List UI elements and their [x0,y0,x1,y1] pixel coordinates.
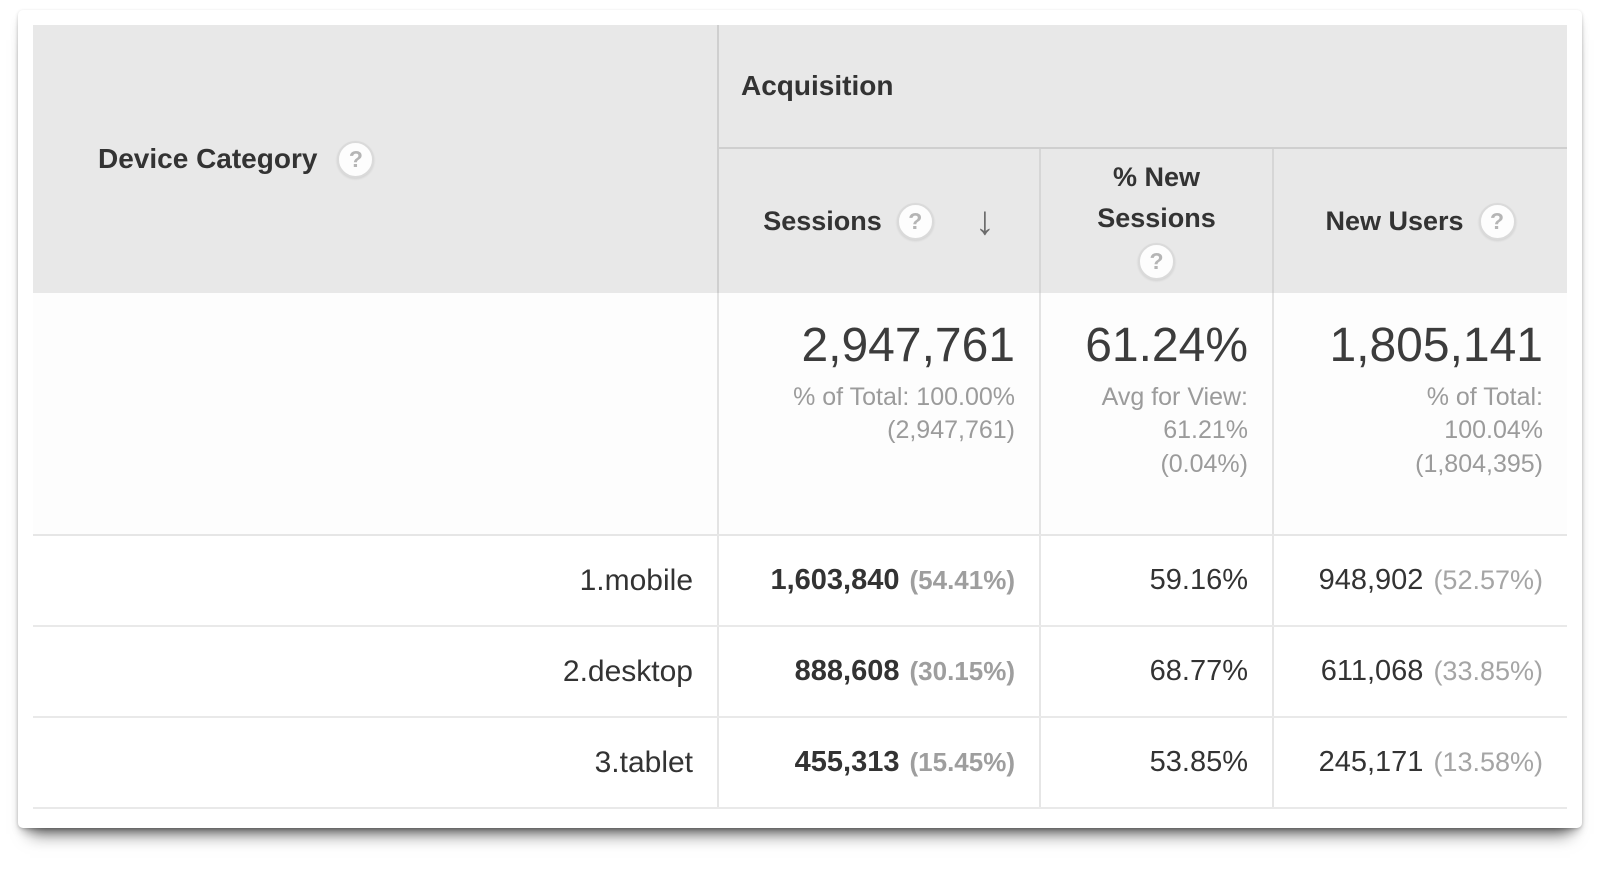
summary-dimension-cell [33,293,718,536]
acquisition-group-header: Acquisition [717,25,1567,149]
acquisition-group-label: Acquisition [741,70,894,101]
percent-new-sessions-header-line2: Sessions [1097,202,1216,233]
percent-new-sessions-cell: 53.85% [1039,717,1273,809]
new-users-note-3: (1,804,395) [1415,449,1543,478]
device-category-help-icon[interactable]: ? [337,140,375,178]
table-body: 1.mobile 1,603,840 (54.41%) 59.16% 948,90… [33,535,1567,809]
row-index: 2. [562,654,588,688]
new-users-cell: 948,902 (52.57%) [1272,535,1567,627]
sessions-share-pct: (15.45%) [909,747,1016,777]
summary-percent-new-sessions-cell: 61.24% Avg for View: 61.21% (0.04%) [1039,293,1273,536]
new-users-note-1: % of Total: [1426,382,1543,411]
percent-new-sessions-note-3: (0.04%) [1160,449,1248,478]
sort-descending-icon[interactable]: ↓ [974,199,995,243]
report-card: Device Category ? Acquisition Sessions ?… [18,10,1582,828]
sessions-value: 455,313 [794,746,900,778]
device-category-value: tablet [619,745,693,779]
percent-new-sessions-value: 53.85% [1149,746,1248,778]
sessions-value: 888,608 [794,655,900,687]
sessions-column-header[interactable]: Sessions ? ↓ [717,148,1040,293]
device-category-cell: 3.tablet [33,717,718,809]
percent-new-sessions-help-icon[interactable]: ? [1138,243,1175,281]
new-users-header-label: New Users [1325,205,1464,236]
device-category-header-label: Device Category [98,143,318,174]
table-row: 1.mobile 1,603,840 (54.41%) 59.16% 948,90… [33,535,1567,627]
new-users-share-pct: (52.57%) [1433,565,1543,595]
device-category-cell: 1.mobile [33,535,718,627]
percent-new-sessions-cell: 68.77% [1039,626,1273,718]
sessions-share-pct: (30.15%) [909,656,1016,686]
summary-sessions-cell: 2,947,761 % of Total: 100.00% (2,947,761… [717,293,1040,536]
sessions-total-note-1: % of Total: 100.00% [793,382,1015,411]
sessions-total-note-2: (2,947,761) [887,416,1015,445]
new-users-value: 948,902 [1318,564,1424,596]
percent-new-sessions-header-line1: % New [1112,161,1201,192]
sessions-help-icon[interactable]: ? [896,202,934,240]
device-category-cell: 2.desktop [33,626,718,718]
new-users-cell: 245,171 (13.58%) [1272,717,1567,809]
sessions-value: 1,603,840 [770,564,900,596]
new-users-value: 245,171 [1318,746,1424,778]
new-users-share-pct: (33.85%) [1433,656,1543,686]
row-index: 1. [579,563,605,597]
device-category-value: mobile [604,563,693,597]
summary-row: 2,947,761 % of Total: 100.00% (2,947,761… [33,293,1567,536]
sessions-cell: 888,608 (30.15%) [717,626,1040,718]
percent-new-sessions-cell: 59.16% [1039,535,1273,627]
device-category-table: Device Category ? Acquisition Sessions ?… [33,25,1567,809]
percent-new-sessions-note-2: 61.21% [1163,416,1248,445]
percent-new-sessions-total-value: 61.24% [1085,319,1248,372]
sessions-share-pct: (54.41%) [909,565,1016,595]
sessions-cell: 1,603,840 (54.41%) [717,535,1040,627]
new-users-share-pct: (13.58%) [1433,747,1543,777]
percent-new-sessions-column-header[interactable]: % New Sessions ? [1039,148,1273,293]
new-users-total-value: 1,805,141 [1329,319,1543,372]
sessions-header-label: Sessions [763,205,882,236]
table-row: 2.desktop 888,608 (30.15%) 68.77% 611,068… [33,626,1567,718]
summary-new-users-cell: 1,805,141 % of Total: 100.04% (1,804,395… [1272,293,1567,536]
new-users-note-2: 100.04% [1444,416,1543,445]
row-index: 3. [594,745,620,779]
device-category-column-header[interactable]: Device Category ? [33,25,718,293]
new-users-cell: 611,068 (33.85%) [1272,626,1567,718]
new-users-value: 611,068 [1320,655,1424,687]
percent-new-sessions-value: 59.16% [1149,564,1248,596]
device-category-value: desktop [587,654,693,688]
sessions-cell: 455,313 (15.45%) [717,717,1040,809]
new-users-column-header[interactable]: New Users ? [1272,148,1567,293]
sessions-total-value: 2,947,761 [801,319,1015,372]
percent-new-sessions-note-1: Avg for View: [1101,382,1248,411]
percent-new-sessions-value: 68.77% [1149,655,1248,687]
new-users-help-icon[interactable]: ? [1478,202,1516,240]
table-row: 3.tablet 455,313 (15.45%) 53.85% 245,171 (… [33,717,1567,809]
